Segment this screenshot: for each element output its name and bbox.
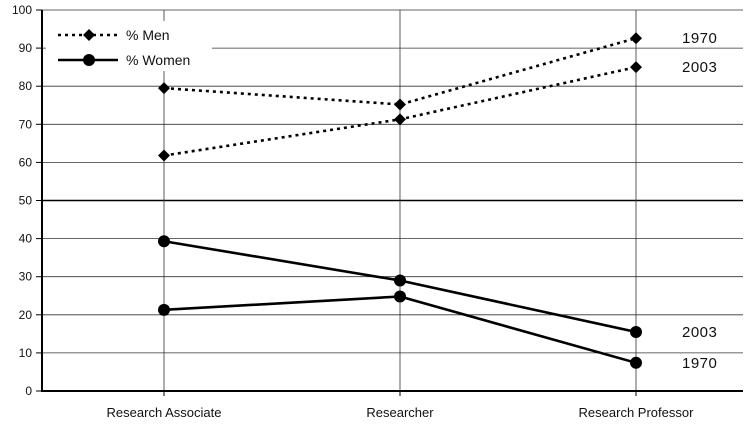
legend-box [46, 21, 212, 71]
axes [36, 9, 743, 396]
y-tick-label: 40 [19, 232, 33, 246]
y-tick-label: 50 [19, 194, 33, 208]
labels: 0 10 20 30 40 50 60 70 80 90 100 Research Associate… [12, 3, 717, 420]
x-tick-label: Researcher [366, 405, 434, 420]
diamond-marker-1970 [158, 82, 170, 95]
y-tick-label: 70 [19, 117, 33, 131]
series-line-men-1970 [163, 36, 637, 106]
legend-men-label: % Men [126, 27, 170, 43]
diamond-marker-1970 [394, 98, 406, 111]
diamond-marker-1970 [630, 32, 642, 45]
circle-marker-1970 [630, 356, 642, 369]
legend: % Men % Women [46, 21, 212, 71]
series-end-label-men-1970: 1970 [682, 30, 717, 47]
y-tick-label: 20 [19, 308, 33, 322]
y-tick-label: 0 [25, 384, 32, 398]
y-tick-label: 60 [19, 155, 33, 169]
circle-marker-2003 [158, 235, 170, 248]
diamond-marker-2003 [158, 149, 170, 162]
series-end-label-men-2003: 2003 [682, 59, 717, 76]
y-tick-label: 10 [19, 346, 33, 360]
diamond-marker-2003 [630, 61, 642, 74]
legend-women-label: % Women [126, 52, 190, 68]
y-tick-label: 30 [19, 270, 33, 284]
series-end-label-women-1970: 1970 [682, 355, 717, 372]
y-tick-label: 90 [19, 41, 33, 55]
series-lines [158, 32, 642, 369]
x-tick-label: Research Professor [579, 405, 695, 420]
legend-men-diamond-marker [83, 29, 95, 41]
y-tick-label: 100 [12, 3, 32, 17]
y-tick-label: 80 [19, 79, 33, 93]
legend-women-circle-marker [83, 54, 95, 66]
diamond-marker-2003 [394, 113, 406, 126]
x-tick-label: Research Associate [107, 405, 222, 420]
series-end-label-women-2003: 2003 [682, 324, 717, 341]
circle-marker-1970 [394, 290, 406, 303]
circle-marker-2003 [630, 325, 642, 338]
circle-marker-1970 [158, 303, 170, 316]
circle-marker-2003 [394, 274, 406, 287]
